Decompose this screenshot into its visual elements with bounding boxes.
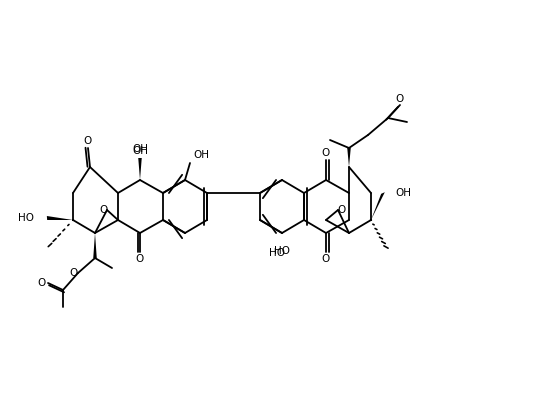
Text: O: O	[84, 136, 92, 146]
Text: HO: HO	[274, 246, 290, 256]
Polygon shape	[138, 158, 142, 180]
Polygon shape	[47, 216, 73, 220]
Text: OH: OH	[395, 188, 411, 198]
Polygon shape	[371, 192, 385, 220]
Text: O: O	[396, 94, 404, 104]
Polygon shape	[347, 148, 351, 167]
Text: OH: OH	[132, 146, 148, 156]
Text: O: O	[322, 148, 330, 158]
Text: OH: OH	[132, 144, 148, 154]
Text: O: O	[70, 268, 78, 278]
Text: HO: HO	[269, 248, 285, 258]
Text: O: O	[136, 254, 144, 264]
Polygon shape	[93, 233, 97, 258]
Text: O: O	[38, 278, 46, 288]
Text: HO: HO	[18, 213, 34, 223]
Text: O: O	[337, 205, 345, 215]
Text: O: O	[322, 254, 330, 264]
Text: OH: OH	[193, 150, 209, 160]
Text: O: O	[100, 205, 108, 215]
